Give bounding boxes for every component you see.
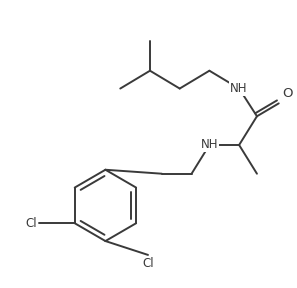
Text: Cl: Cl [26,217,37,230]
Text: NH: NH [230,82,248,95]
Text: O: O [283,88,293,101]
Text: NH: NH [201,139,218,151]
Text: Cl: Cl [142,257,154,270]
